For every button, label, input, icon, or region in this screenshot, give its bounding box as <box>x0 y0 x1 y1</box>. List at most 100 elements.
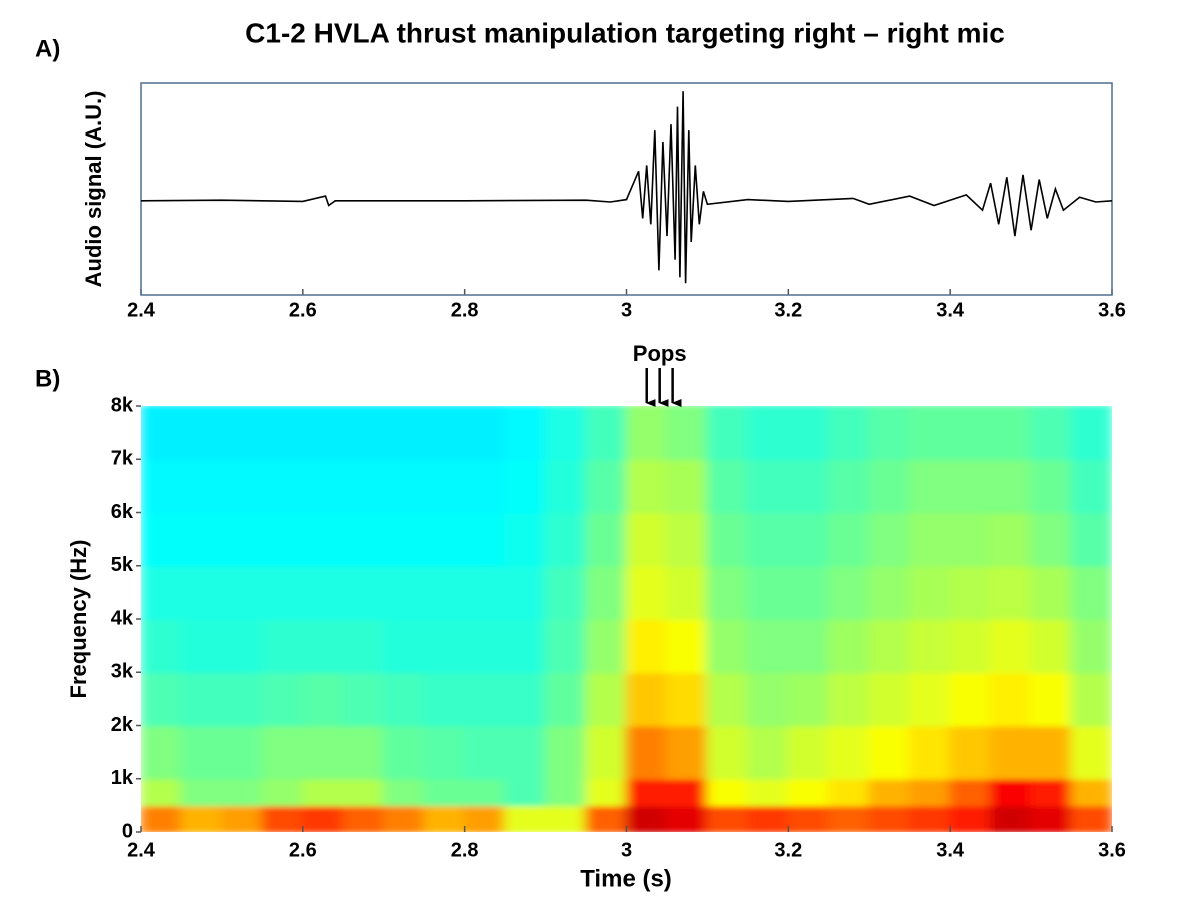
spectrogram-cell <box>463 777 507 807</box>
x-axis-label: Time (s) <box>580 865 672 892</box>
spectrogram-cell <box>787 511 830 567</box>
spectrogram-cell <box>989 804 1033 832</box>
spectrogram-cell <box>746 804 790 832</box>
spectrogram-cell <box>504 618 547 674</box>
spectrogram-cell <box>504 564 547 620</box>
spectrogram-cell <box>342 458 385 514</box>
spectrogram-cell <box>706 777 749 807</box>
spectrogram-cell <box>342 671 385 727</box>
spectrogram-cell <box>141 618 183 674</box>
spectrogram-cell <box>1070 804 1112 832</box>
spectrogram-cell <box>220 671 264 727</box>
spectrogram-cell <box>544 406 588 461</box>
x-tick-label: 2.6 <box>289 299 317 321</box>
spectrogram-cell <box>544 777 588 807</box>
spectrogram-cell <box>949 406 992 461</box>
y-tick-label: 4k <box>111 607 134 629</box>
spectrogram-cell <box>141 564 183 620</box>
spectrogram-cell <box>141 458 183 514</box>
spectrogram-cell <box>625 406 668 461</box>
spectrogram-cell <box>989 511 1033 567</box>
spectrogram-cell <box>706 458 749 514</box>
spectrogram-cell <box>342 564 385 620</box>
spectrogram-cell <box>908 777 952 807</box>
x-tick-label: 2.4 <box>127 299 156 321</box>
spectrogram-cell <box>141 406 183 461</box>
spectrogram-cell <box>141 511 183 567</box>
spectrogram-cell <box>585 777 628 807</box>
spectrogram-cell <box>625 671 668 727</box>
spectrogram-cell <box>746 777 790 807</box>
spectrogram-cell <box>261 671 304 727</box>
spectrogram-cell <box>1030 804 1073 832</box>
y-axis-label: Frequency (Hz) <box>66 540 91 699</box>
spectrogram-cell <box>544 458 588 514</box>
spectrogram-cell <box>908 564 952 620</box>
spectrogram-cell <box>423 406 466 461</box>
spectrogram-cell <box>504 804 547 832</box>
waveform <box>140 91 1113 284</box>
spectrogram-cell <box>382 564 426 620</box>
spectrogram-cell <box>463 406 507 461</box>
spectrogram-cell <box>463 671 507 727</box>
spectrogram-cell <box>1030 724 1073 780</box>
spectrogram-cell <box>787 804 830 832</box>
spectrogram-cell <box>665 618 709 674</box>
spectrogram-cell <box>787 406 830 461</box>
spectrogram-cell <box>949 724 992 780</box>
spectrogram-cell <box>504 671 547 727</box>
spectrogram-cell <box>827 804 871 832</box>
spectrogram-cell <box>1030 618 1073 674</box>
y-tick-label: 6k <box>111 501 134 523</box>
spectrogram-cell <box>908 618 952 674</box>
spectrogram-cell <box>141 724 183 780</box>
spectrogram-cell <box>261 406 304 461</box>
spectrogram-cell <box>423 777 466 807</box>
spectrogram-cell <box>544 804 588 832</box>
spectrogram-cell <box>301 458 345 514</box>
spectrogram-cell <box>220 618 264 674</box>
spectrogram-cell <box>949 511 992 567</box>
spectrogram-cell <box>261 777 304 807</box>
spectrogram-cell <box>463 618 507 674</box>
spectrogram-cell <box>220 724 264 780</box>
spectrogram-cell <box>827 564 871 620</box>
spectrogram-cell <box>1070 724 1112 780</box>
spectrogram-cell <box>1070 777 1112 807</box>
spectrogram-cell <box>585 724 628 780</box>
spectrogram-cell <box>949 618 992 674</box>
spectrogram-cell <box>827 618 871 674</box>
spectrogram-cell <box>908 406 952 461</box>
spectrogram-cell <box>746 564 790 620</box>
spectrogram-cell <box>423 511 466 567</box>
spectrogram-cell <box>827 777 871 807</box>
spectrogram-cell <box>1030 777 1073 807</box>
spectrogram-cell <box>989 458 1033 514</box>
spectrogram-cell <box>949 804 992 832</box>
x-tick-label: 2.8 <box>451 839 479 861</box>
spectrogram-cell <box>585 458 628 514</box>
spectrogram-cell <box>706 618 749 674</box>
spectrogram-cell <box>908 804 952 832</box>
spectrogram-cell <box>463 458 507 514</box>
spectrogram-cell <box>301 724 345 780</box>
spectrogram-cell <box>504 724 547 780</box>
spectrogram-cell <box>342 777 385 807</box>
x-tick-label: 3.6 <box>1098 839 1126 861</box>
spectrogram-cell <box>787 458 830 514</box>
spectrogram-cell <box>141 804 183 832</box>
spectrogram-cell <box>827 406 871 461</box>
spectrogram-cell <box>382 804 426 832</box>
spectrogram-cell <box>827 671 871 727</box>
spectrogram-cell <box>342 804 385 832</box>
spectrogram-cell <box>180 804 223 832</box>
spectrogram-cell <box>908 724 952 780</box>
spectrogram-cell <box>180 724 223 780</box>
spectrogram-cell <box>141 671 183 727</box>
spectrogram-cell <box>625 618 668 674</box>
spectrogram-cell <box>625 564 668 620</box>
spectrogram-cell <box>342 724 385 780</box>
spectrogram-cell <box>180 671 223 727</box>
spectrogram-cell <box>787 564 830 620</box>
spectrogram-cell <box>746 618 790 674</box>
